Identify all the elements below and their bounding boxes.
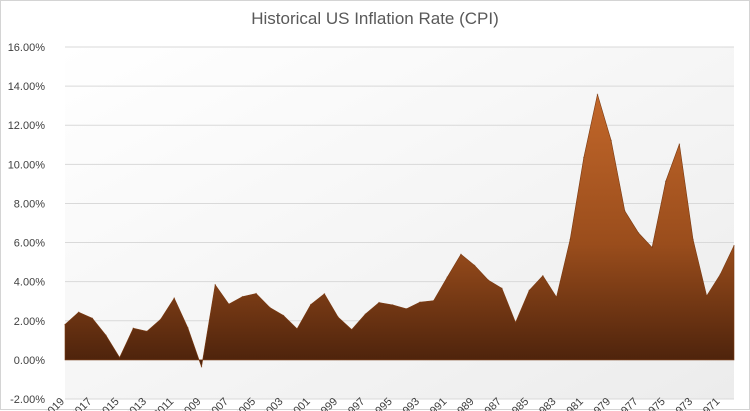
data-point (569, 238, 571, 241)
data-point (350, 328, 353, 331)
data-point (282, 314, 285, 317)
y-tick-label: 2.00% (14, 316, 45, 328)
data-point (364, 313, 367, 315)
data-point (555, 296, 558, 298)
data-point (337, 316, 339, 318)
data-point (378, 301, 380, 304)
data-point (460, 253, 462, 256)
data-point (323, 292, 326, 295)
data-point (446, 276, 449, 278)
y-tick-label: 0.00% (14, 355, 45, 367)
data-point (77, 311, 80, 313)
data-point (705, 295, 708, 297)
inflation-area-series (64, 94, 735, 368)
data-point (514, 321, 517, 324)
data-point (432, 299, 435, 302)
data-point (64, 323, 66, 326)
data-point (719, 273, 722, 276)
data-point (610, 139, 612, 142)
data-point (528, 289, 530, 292)
data-point (678, 143, 681, 145)
y-tick-label: -2.00% (10, 394, 45, 406)
data-point (228, 303, 230, 305)
data-point (241, 295, 244, 298)
data-point (419, 301, 421, 304)
data-point (173, 297, 176, 299)
y-tick-label: 8.00% (14, 198, 45, 210)
y-tick-label: 16.00% (8, 42, 46, 54)
data-point (637, 231, 640, 234)
data-point (105, 334, 107, 337)
y-tick-label: 4.00% (14, 277, 45, 289)
data-point (391, 304, 394, 306)
data-point (214, 284, 216, 286)
x-tick-label: 2019 (41, 396, 67, 411)
data-point (487, 279, 490, 281)
data-point (146, 330, 148, 333)
data-point (118, 356, 121, 359)
data-point (255, 292, 257, 295)
y-tick-label: 12.00% (8, 120, 46, 132)
y-tick-label: 6.00% (14, 238, 45, 250)
data-point (501, 287, 503, 290)
data-point (405, 308, 408, 310)
data-point (664, 180, 667, 183)
data-point (692, 238, 694, 241)
data-point (309, 303, 312, 306)
data-point (651, 246, 653, 249)
data-point (159, 318, 162, 321)
data-point (296, 328, 298, 330)
data-point (733, 244, 735, 247)
data-point (91, 317, 94, 320)
y-tick-label: 10.00% (8, 159, 46, 171)
data-point (473, 264, 476, 267)
data-point (583, 156, 585, 159)
data-point (187, 327, 189, 329)
data-point (623, 210, 626, 212)
y-tick-label: 14.00% (8, 81, 46, 93)
data-point (269, 306, 271, 309)
data-point (596, 93, 599, 96)
data-point (132, 327, 135, 330)
chart-title: Historical US Inflation Rate (CPI) (251, 9, 499, 28)
data-point (200, 366, 203, 368)
data-point (542, 275, 544, 277)
